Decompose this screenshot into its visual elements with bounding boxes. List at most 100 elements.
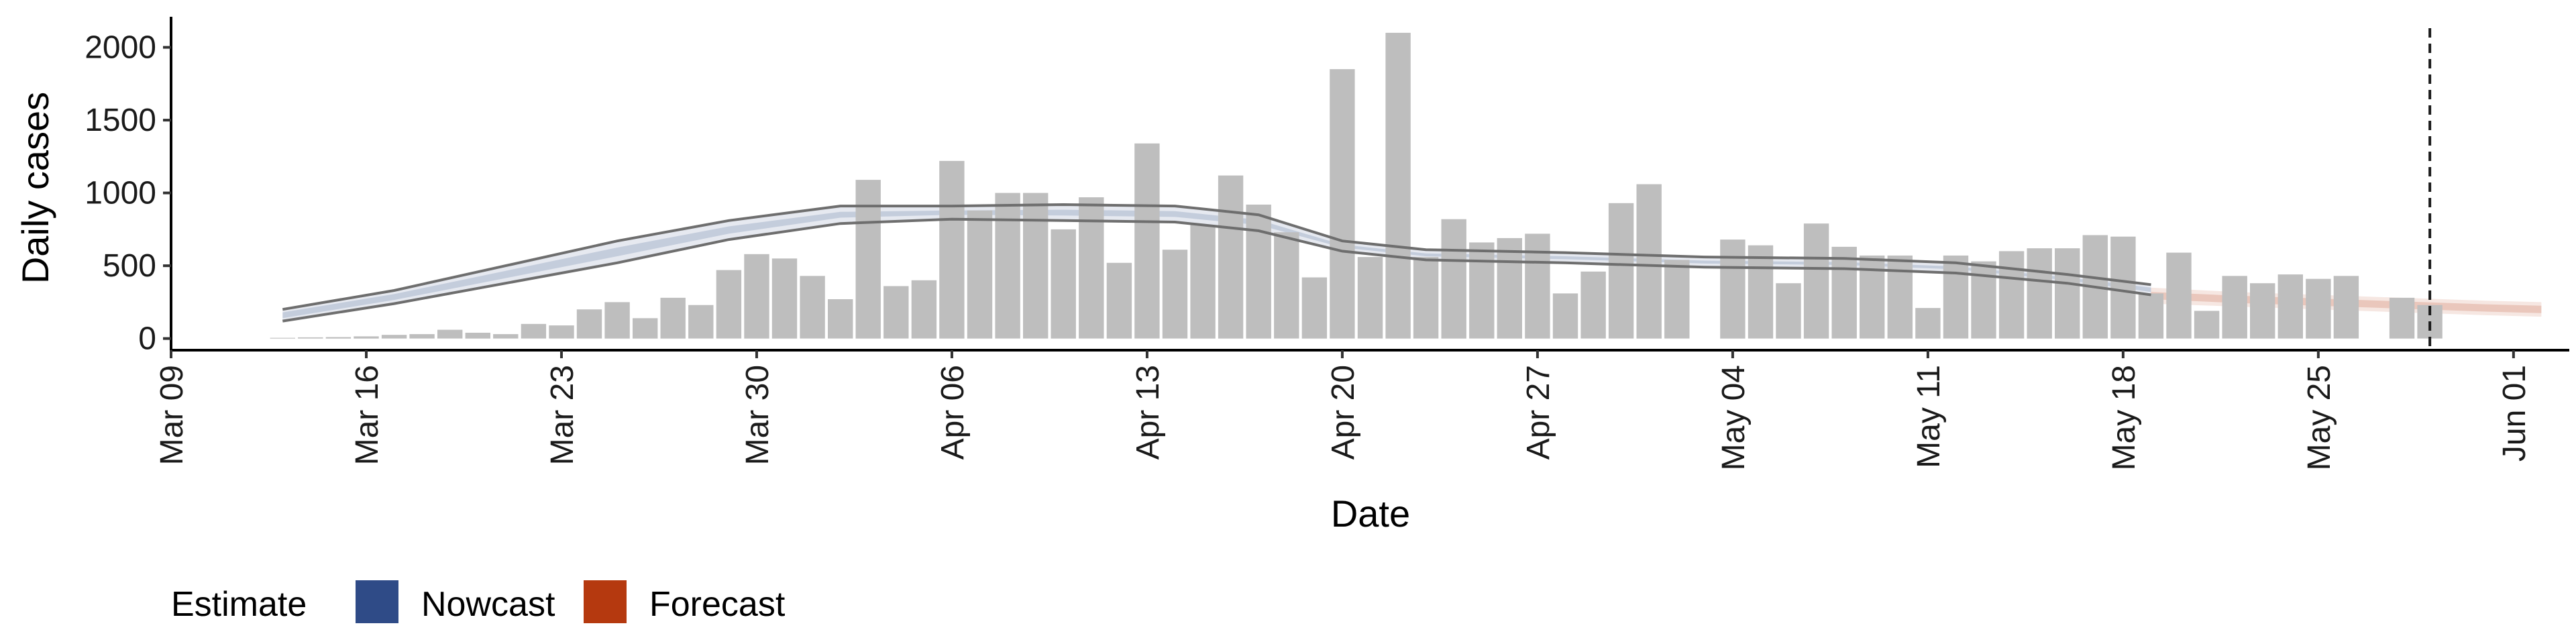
y-tick-label: 0 (138, 321, 156, 357)
x-tick-label: Mar 30 (740, 365, 775, 465)
bar (1301, 277, 1328, 339)
x-tick-label: Apr 20 (1326, 365, 1361, 460)
bar (800, 276, 825, 339)
bar (2277, 274, 2303, 339)
bar (1413, 257, 1439, 339)
bar (2306, 278, 2331, 339)
band-lower-line-nowcast (282, 217, 2151, 323)
bar (1525, 233, 1550, 339)
bar (828, 299, 853, 339)
bar (1608, 203, 1634, 339)
bar (1330, 69, 1355, 339)
bar (1274, 232, 1299, 339)
bar (1580, 271, 1606, 339)
bar (771, 258, 798, 339)
bar (604, 302, 630, 339)
bar (911, 280, 937, 339)
y-tick-label: 500 (103, 248, 156, 284)
bar (1023, 193, 1049, 339)
bar (1162, 250, 1188, 339)
bar (465, 333, 490, 339)
bar (2055, 248, 2080, 339)
bar (1971, 261, 1996, 339)
bar (967, 210, 993, 339)
x-tick-label: May 11 (1911, 365, 1947, 468)
bar (1636, 184, 1662, 339)
legend-swatch-nowcast (356, 580, 398, 623)
bar (1079, 197, 1104, 339)
bar (855, 180, 881, 339)
band-outer-nowcast (282, 205, 2151, 321)
bar (688, 305, 714, 339)
y-tick-label: 1000 (85, 176, 156, 211)
y-tick-label: 2000 (85, 30, 156, 66)
bar (1385, 32, 1411, 339)
axes (170, 17, 2569, 352)
bar (2138, 293, 2164, 339)
legend-label-nowcast: Nowcast (421, 585, 555, 624)
bar (633, 318, 658, 339)
y-tick-label: 1500 (85, 103, 156, 138)
bar (2389, 297, 2415, 339)
y-axis-title: Daily cases (14, 92, 56, 284)
bar (270, 337, 295, 339)
bar (1748, 245, 1774, 339)
bar (1190, 225, 1216, 339)
x-tick-label: May 25 (2302, 365, 2337, 470)
legend-title: Estimate (171, 585, 307, 624)
bar (1497, 237, 1522, 339)
bar (1218, 175, 1244, 339)
bar (325, 337, 352, 339)
bar (1998, 251, 2025, 339)
bar (1441, 219, 1466, 339)
bar (576, 309, 602, 339)
estimate-band-outlines (282, 203, 2151, 323)
bar (2110, 236, 2136, 339)
bar (2222, 276, 2247, 339)
x-axis-title: Date (1331, 492, 1410, 535)
bar (744, 254, 769, 339)
bar (1106, 262, 1132, 339)
x-axis-ticks: Mar 09 Mar 16 Mar 23 Mar 30 Apr 06 Apr 13 Apr … (154, 350, 2532, 470)
x-tick-label: Mar 09 (154, 365, 190, 465)
bar (437, 329, 463, 339)
legend: Estimate Nowcast Forecast (171, 580, 786, 624)
bar (1552, 293, 1578, 339)
bar (1246, 205, 1271, 339)
bar (354, 336, 379, 339)
x-tick-label: Jun 01 (2497, 365, 2532, 462)
x-tick-label: May 04 (1716, 365, 1752, 470)
x-tick-label: May 18 (2106, 365, 2142, 470)
bar (1664, 260, 1690, 339)
bar (1860, 255, 1885, 339)
bar (995, 193, 1020, 339)
bar (549, 325, 574, 339)
x-tick-label: Apr 27 (1521, 365, 1556, 460)
bar (716, 270, 742, 339)
legend-label-forecast: Forecast (649, 585, 786, 624)
bar (521, 323, 547, 339)
band-upper-line-nowcast (282, 203, 2151, 311)
band-inner-nowcast (282, 209, 2151, 319)
x-tick-label: Mar 16 (350, 365, 385, 465)
bar (2166, 252, 2192, 339)
bar (1357, 257, 1383, 339)
x-tick-label: Apr 13 (1130, 365, 1166, 460)
y-axis-ticks: 0 500 1000 1500 2000 (85, 30, 171, 357)
bar (2333, 276, 2359, 339)
bar (2194, 311, 2220, 339)
x-tick-label: Mar 23 (545, 365, 580, 465)
bar (1887, 255, 1913, 339)
bar (298, 337, 323, 339)
x-tick-label: Apr 06 (935, 365, 971, 460)
bar (1803, 223, 1829, 339)
bar (939, 160, 965, 339)
daily-case-bars (270, 32, 2443, 339)
bar (381, 335, 407, 339)
legend-swatch-forecast (584, 580, 627, 623)
bar (660, 297, 686, 339)
bar (1776, 283, 1801, 339)
bar (1943, 255, 1969, 339)
bar (1720, 239, 1746, 339)
